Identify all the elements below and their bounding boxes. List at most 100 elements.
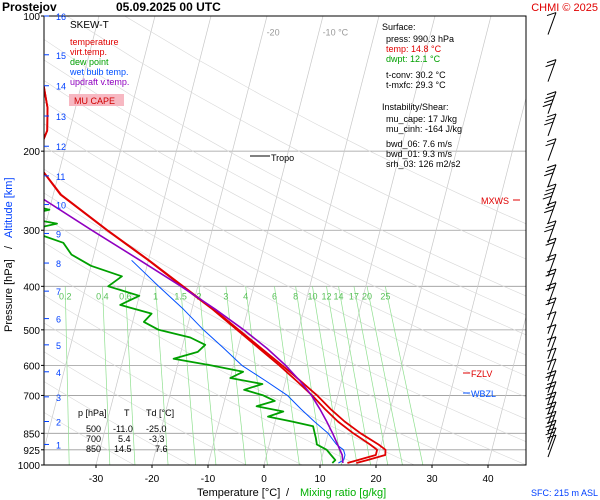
wind-barb-staff [547, 254, 557, 277]
wind-barb-flag [544, 172, 554, 177]
wind-barb-flag [546, 311, 557, 316]
wbzl-label: WBZL [471, 389, 496, 399]
altitude-tick-label: 8 [56, 259, 61, 269]
wind-barb-flag [545, 224, 555, 229]
series-line-updraft-v-temp [44, 198, 344, 464]
wind-barb-flag [546, 336, 557, 341]
table-cell: -3.3 [149, 434, 165, 444]
wind-barb-staff [547, 427, 557, 450]
dry-adiabat [44, 168, 526, 420]
table-cell: -11.0 [113, 424, 133, 434]
mixing-ratio-label: 2 [197, 291, 202, 301]
wind-barb-flag [545, 431, 555, 436]
wind-barb-flag [546, 381, 557, 386]
wind-barb [546, 12, 557, 35]
mixing-ratio-line [155, 286, 169, 465]
wind-barb-flag [546, 419, 557, 424]
isotherm-line [95, 16, 212, 465]
wind-barb-staff [547, 113, 557, 137]
wind-barb-flag [545, 142, 555, 147]
wind-barb-flag [546, 201, 557, 206]
table-cell: 700 [86, 434, 101, 444]
mixing-ratio-label: 10 [307, 291, 317, 301]
wind-barb-flag [546, 237, 557, 242]
wind-barb-staff [547, 420, 557, 443]
wind-barb-flag [546, 59, 557, 64]
isotherm-line [44, 16, 156, 451]
wind-barb-flag [546, 113, 557, 118]
tropo-label: Tropo [271, 153, 294, 163]
wind-barb-flag [546, 410, 557, 415]
surface-press: press: 990.3 hPa [386, 34, 454, 44]
altitude-tick-label: 11 [56, 172, 65, 182]
wind-barb [545, 253, 557, 277]
mixing-ratio-label: 17 [349, 291, 359, 301]
mixing-axis-label: Mixing ratio [g/kg] [300, 487, 386, 499]
mixing-ratio-label: 1 [153, 291, 158, 301]
y-axis-label: Pressure [hPa] [3, 259, 15, 332]
wind-barb-flag [546, 434, 557, 439]
wind-barb-flag [545, 272, 555, 277]
surface-dwpt: dwpt: 12.1 °C [386, 54, 441, 64]
surface-title: Surface: [382, 22, 416, 32]
altitude-tick-label: 16 [56, 12, 66, 22]
mixing-ratio-line [124, 286, 136, 465]
wind-barb-flag [544, 209, 554, 214]
isotherm-line [431, 96, 526, 465]
isotherm-line [487, 315, 526, 465]
mu-cinh: mu_cinh: -164 J/kg [386, 124, 462, 134]
series-line-wet-bulb-temp [131, 259, 346, 464]
wind-barb-flag [544, 191, 554, 196]
wind-barb-flag [545, 205, 555, 210]
datetime-title: 05.09.2025 00 UTC [116, 0, 221, 14]
wind-barb-staff [547, 297, 557, 321]
wind-barb-staff [547, 434, 557, 458]
wind-barb [546, 336, 557, 359]
wind-barb-flag [546, 183, 557, 188]
mxws-label: MXWS [481, 196, 509, 206]
wind-barb-flag [545, 187, 555, 192]
wind-barb-flag [546, 138, 557, 143]
mu-cape-badge [69, 94, 124, 106]
table-cell: 5.4 [118, 434, 131, 444]
wind-barb-staff [547, 138, 557, 161]
wind-barb-flag [545, 286, 555, 291]
dry-adiabat [44, 322, 303, 465]
wind-barb [542, 183, 557, 207]
wind-barb-flag [545, 395, 555, 400]
mixing-ratio-line [366, 286, 403, 465]
altitude-tick-label: 1 [56, 440, 61, 450]
altitude-tick-label: 13 [56, 112, 66, 122]
dry-adiabat [44, 80, 526, 336]
mixing-ratio-line [64, 286, 70, 465]
wind-barb-flag [544, 228, 554, 233]
table-cell: 850 [86, 444, 101, 454]
series-line-virt-temp [44, 82, 387, 464]
altitude-tick-label: 7 [56, 287, 61, 297]
bwd-01: bwd_01: 9.3 m/s [386, 149, 453, 159]
dry-adiabat [44, 351, 247, 465]
wind-barb-staff [547, 336, 557, 359]
wind-barb-staff [547, 381, 557, 404]
wind-barb-flag [542, 103, 552, 108]
dry-adiabat [44, 192, 526, 442]
wind-barb [545, 427, 557, 450]
chart-axes: 1002003004005006007008509251000161514131… [18, 12, 527, 485]
table-header: T [124, 408, 130, 418]
wind-barb-flag [546, 164, 557, 169]
wind-barb-staff [547, 358, 557, 382]
temperature-tick-label: -30 [89, 474, 104, 485]
mixing-ratio-label: 20 [362, 291, 372, 301]
dry-adiabat [44, 242, 471, 465]
mixing-ratio-line [295, 286, 324, 465]
mixing-ratio-label: 1.5 [174, 291, 187, 301]
wind-barb-flag [546, 220, 557, 225]
wind-barb-flag [545, 257, 555, 262]
wind-barb-flag [545, 405, 555, 410]
temperature-tick-label: -10 [201, 474, 216, 485]
legend-item: temperature [70, 37, 119, 47]
wind-barb-flag [546, 358, 557, 363]
wind-barb-flag [546, 12, 557, 17]
isotherm-label: -20 [267, 28, 280, 38]
